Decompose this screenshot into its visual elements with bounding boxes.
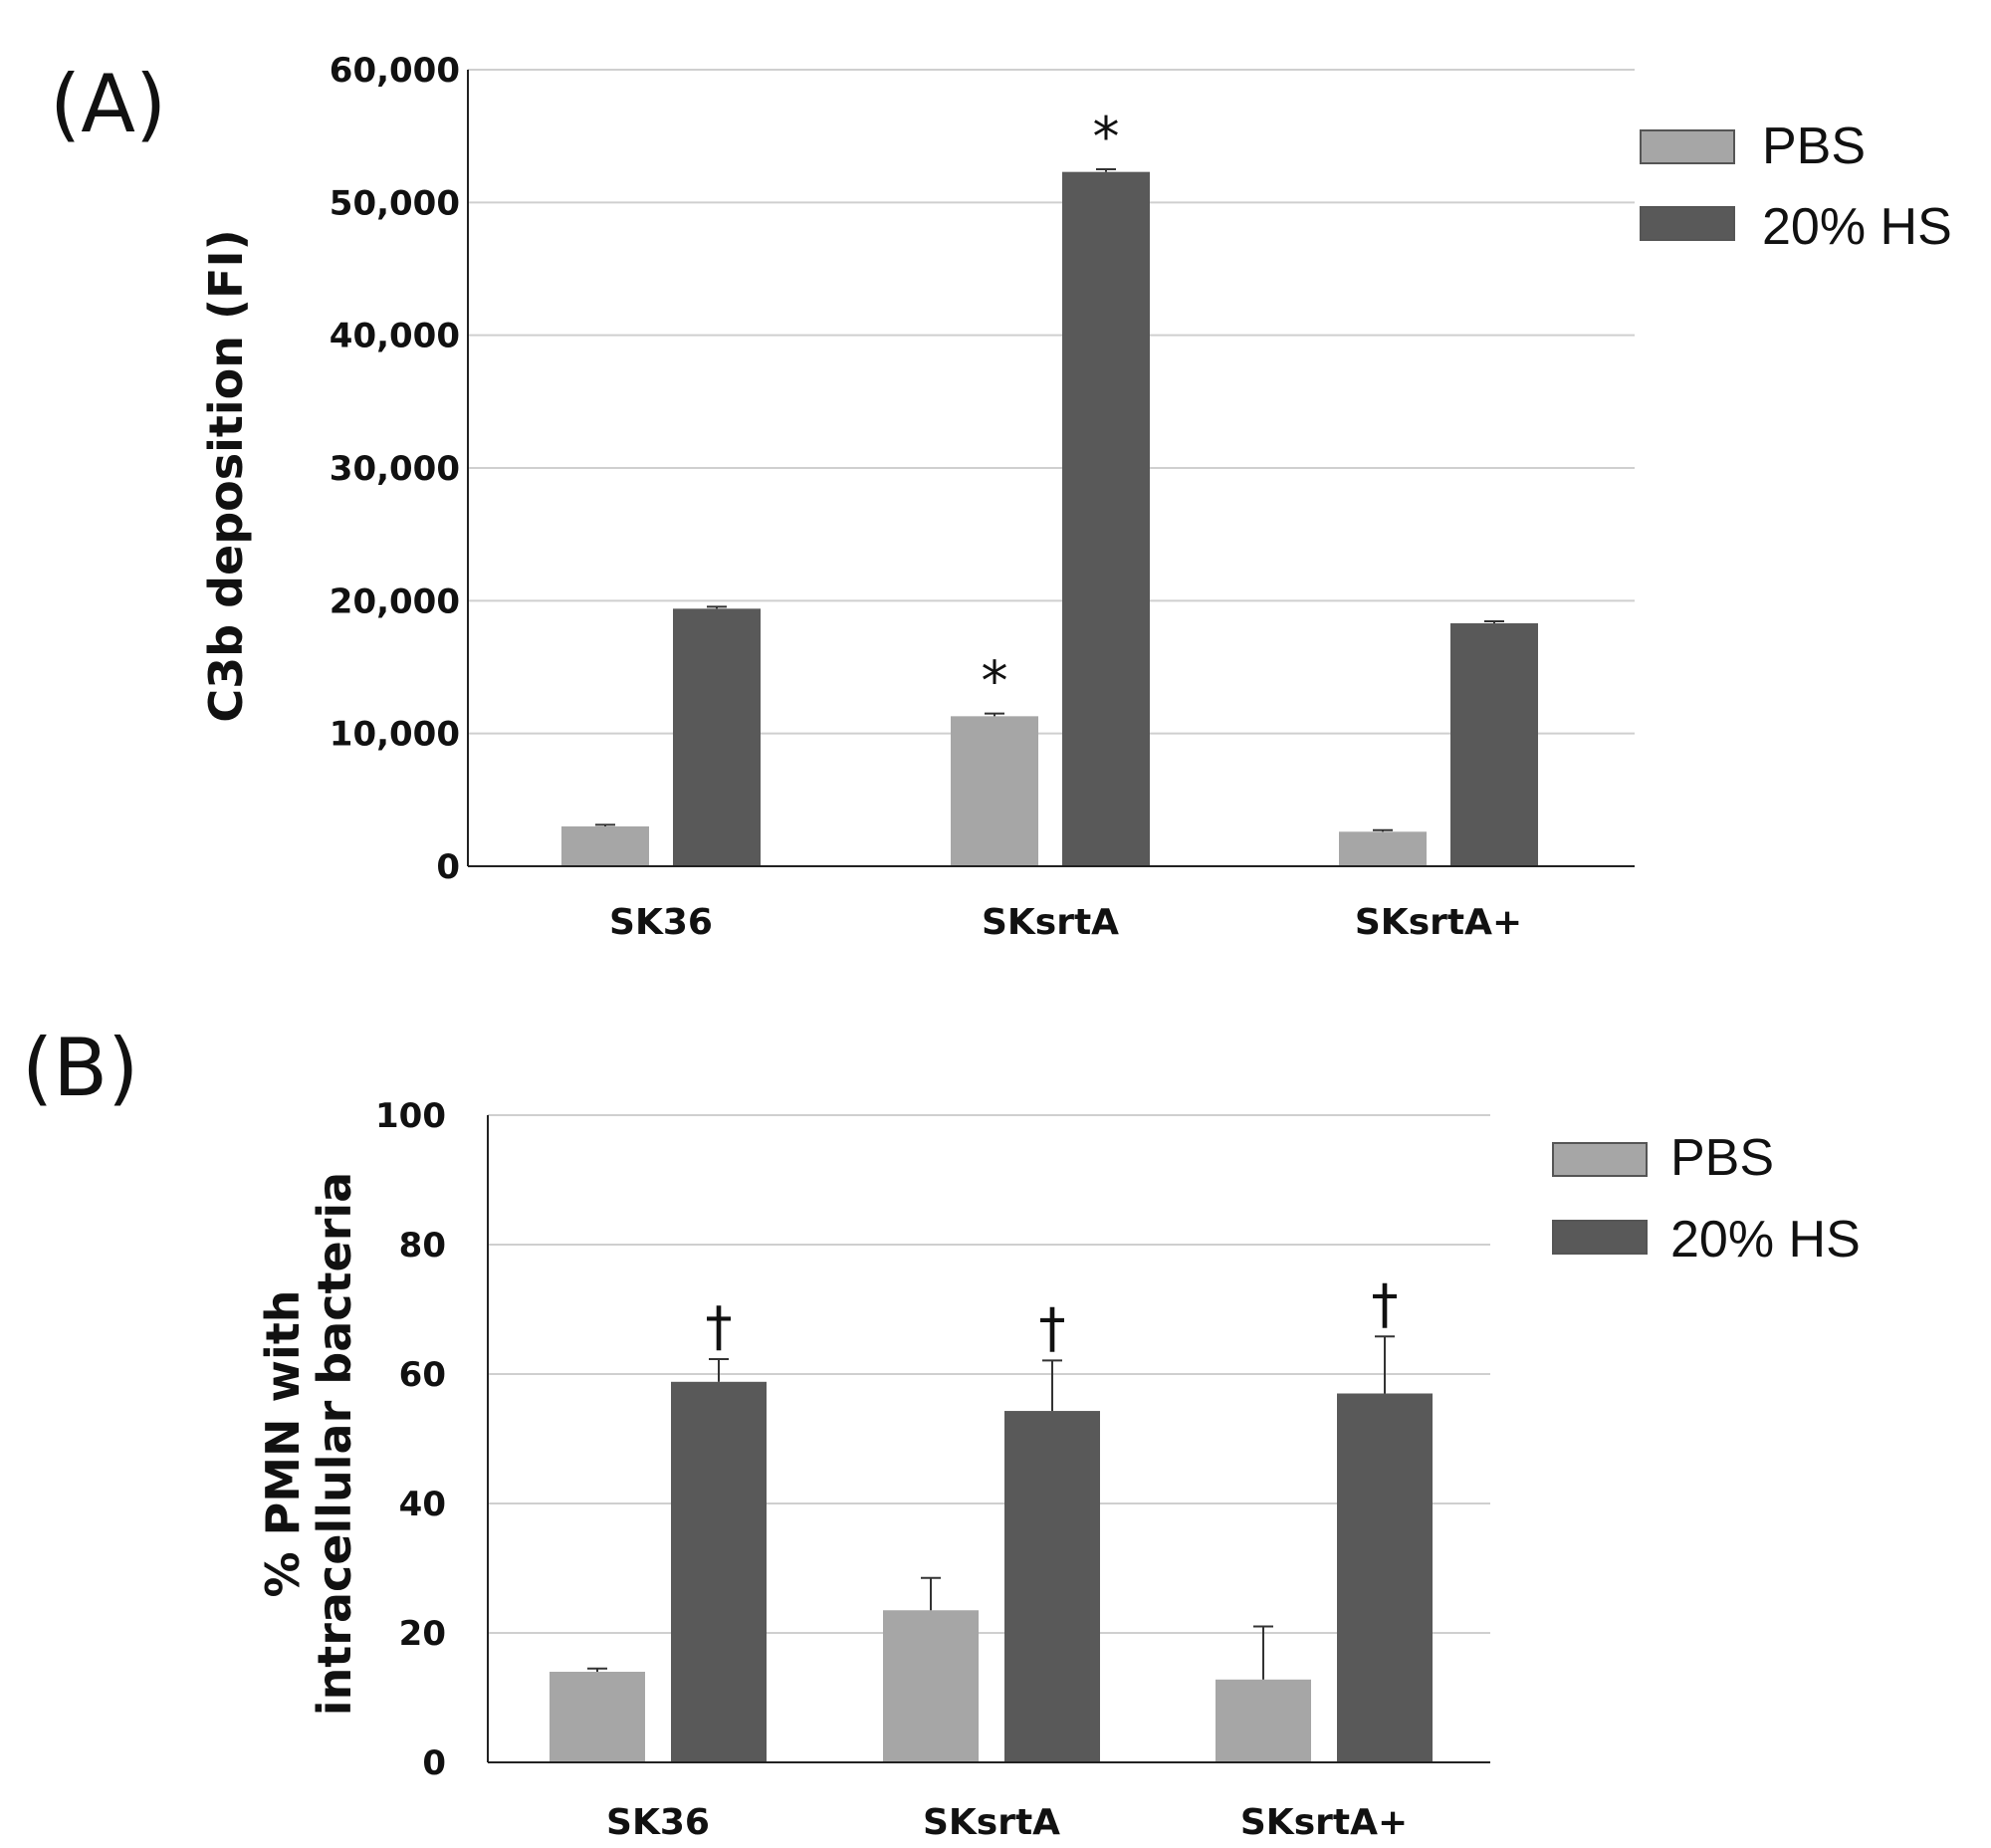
panel-a-bar-hs-0 (673, 608, 761, 866)
panel-b-bar-hs-1 (1004, 1411, 1100, 1762)
panel-a-y-tick-label: 50,000 (330, 183, 460, 223)
panel-a-bar-pbs-1 (951, 716, 1038, 866)
panel-b-category-label: SKsrtA (923, 1802, 1060, 1843)
panel-a-significance-mark: * (982, 650, 1008, 713)
panel-a-bar-pbs-0 (561, 826, 649, 866)
panel-a-category-label: SKsrtA (982, 902, 1119, 943)
panel-b-y-axis-title-line2: intracellular bacteria (308, 1172, 361, 1716)
panel-b-y-tick-labels: 0 20 40 60 80 100 (375, 1096, 446, 1783)
panel-b-y-axis-title-line1: % PMN with (256, 1289, 310, 1597)
panel-b-gridlines (488, 1114, 1490, 1634)
panel-a-y-tick-label: 0 (436, 847, 460, 887)
panel-a-y-axis-title: C3b deposition (FI) (199, 229, 253, 722)
panel-b-category-labels: SK36 SKsrtA SKsrtA+ (606, 1802, 1408, 1843)
panel-a-letter: (A) (50, 58, 166, 150)
panel-b-bar-pbs-2 (1216, 1679, 1311, 1762)
panel-a-y-tick-label: 20,000 (330, 581, 460, 621)
panel-b-significance-mark: † (1372, 1272, 1399, 1335)
panel-b-bar-hs-2 (1337, 1393, 1433, 1762)
panel-a-y-tick-label: 60,000 (330, 51, 460, 91)
panel-b-y-tick-label: 0 (422, 1743, 446, 1783)
panel-b: (B) % PMN with intracellular bacteria 0 2… (22, 1022, 1861, 1843)
panel-a-bar-pbs-2 (1339, 831, 1427, 866)
panel-a-legend-swatch-hs (1640, 206, 1735, 241)
panel-a: (A) C3b deposition (FI) 0 10,000 20,000 30,… (50, 51, 1952, 943)
panel-a-y-tick-label: 30,000 (330, 449, 460, 489)
panel-b-significance-mark: † (706, 1295, 733, 1358)
panel-a-y-tick-label: 10,000 (330, 715, 460, 755)
panel-b-category-label: SKsrtA+ (1240, 1802, 1408, 1843)
panel-b-bar-pbs-0 (550, 1672, 645, 1762)
panel-a-category-labels: SK36 SKsrtA SKsrtA+ (609, 902, 1522, 943)
panel-b-bar-pbs-1 (883, 1610, 979, 1762)
panel-b-legend-swatch-pbs (1552, 1142, 1648, 1177)
panel-b-significance-mark: † (1039, 1296, 1066, 1359)
panel-a-legend-label-pbs: PBS (1762, 117, 1866, 175)
panel-a-bars: ** (561, 106, 1538, 866)
panel-a-category-label: SK36 (609, 902, 713, 943)
panel-b-y-tick-label: 60 (399, 1355, 446, 1395)
panel-a-significance-mark: * (1093, 106, 1120, 168)
panel-a-legend-label-hs: 20% HS (1762, 198, 1952, 256)
panel-a-legend: PBS 20% HS (1640, 117, 1952, 256)
panel-b-y-tick-label: 40 (399, 1485, 446, 1524)
panel-b-legend-label-hs: 20% HS (1670, 1211, 1861, 1269)
panel-b-y-tick-label: 20 (399, 1614, 446, 1654)
panel-a-bar-hs-2 (1450, 623, 1538, 866)
panel-b-bars: † † † (550, 1272, 1433, 1762)
panel-b-y-tick-label: 80 (399, 1226, 446, 1266)
panel-a-bar-hs-1 (1062, 171, 1150, 866)
panel-b-bar-hs-0 (671, 1381, 767, 1762)
panel-b-category-label: SK36 (606, 1802, 710, 1843)
panel-a-legend-swatch-pbs (1640, 129, 1735, 164)
panel-b-y-tick-label: 100 (375, 1096, 446, 1136)
panel-a-y-tick-labels: 0 10,000 20,000 30,000 40,000 50,000 60,000 (330, 51, 460, 887)
panel-b-legend-swatch-hs (1552, 1220, 1648, 1255)
panel-b-letter: (B) (22, 1022, 138, 1114)
panel-a-category-label: SKsrtA+ (1355, 902, 1522, 943)
panel-a-gridlines (468, 69, 1635, 735)
panel-b-legend-label-pbs: PBS (1670, 1129, 1774, 1187)
panel-b-legend: PBS 20% HS (1552, 1129, 1861, 1269)
panel-a-y-tick-label: 40,000 (330, 317, 460, 356)
